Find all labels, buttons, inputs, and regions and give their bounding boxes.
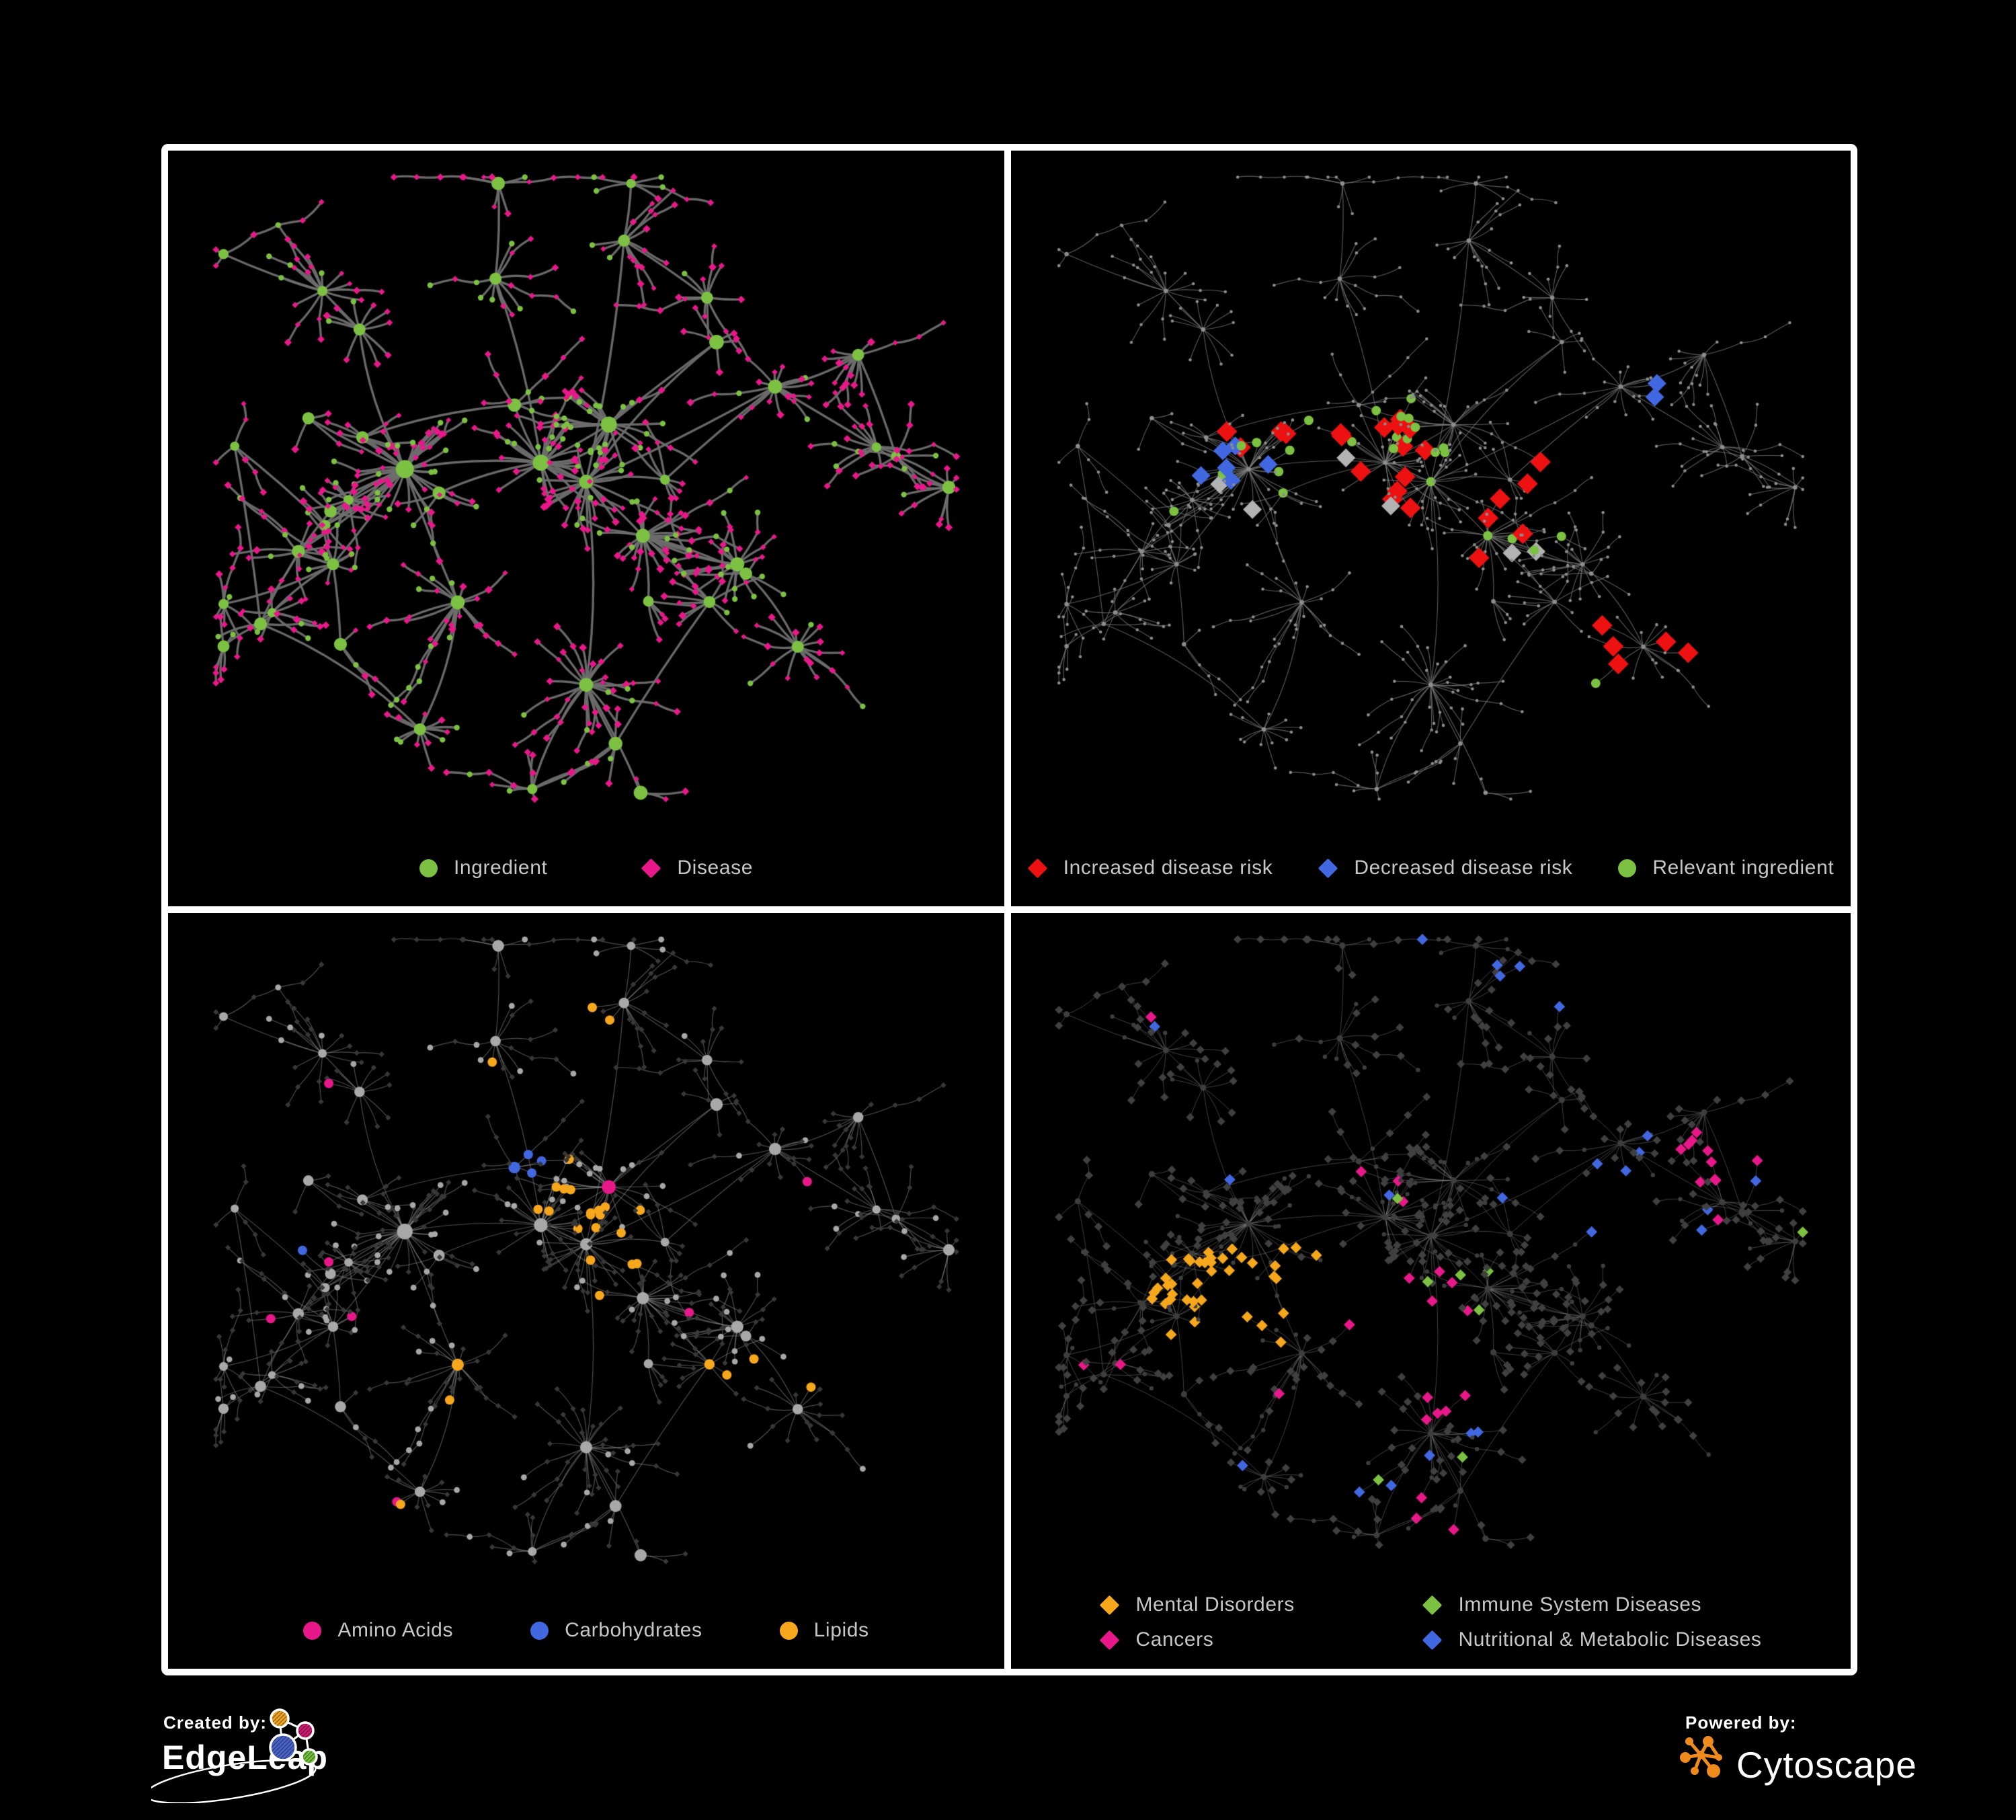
legend-label: Cancers [1135, 1628, 1214, 1651]
legend-item-disease-risk-2: Relevant ingredient [1618, 857, 1834, 879]
diamond-swatch-icon [1100, 1595, 1120, 1615]
diamond-swatch-icon [641, 858, 661, 878]
legend-label: Decreased disease risk [1354, 857, 1573, 879]
diamond-swatch-icon [1422, 1630, 1443, 1650]
legend-item-ingredient-disease-1: Disease [641, 857, 753, 879]
panel-disease-classes: Mental Disorders Immune System Diseases Ca… [1011, 913, 1851, 1669]
edgeleap-logo-icon [151, 1708, 318, 1803]
panel-ingredient-classes: Amino Acids Carbohydrates Lipids [168, 913, 1004, 1669]
legend-item-disease-risk-0: Increased disease risk [1027, 857, 1273, 879]
legend-item-disease-classes-1: Immune System Diseases [1422, 1593, 1761, 1616]
panel-2-legend: Increased disease risk Decreased disease … [1011, 857, 1851, 879]
created-by-label: Created by: [163, 1712, 268, 1733]
network-canvas-disease-classes [1011, 913, 1851, 1669]
legend-item-disease-classes-0: Mental Disorders [1100, 1593, 1382, 1616]
edgeleap-logo-text: EdgeLeap [162, 1739, 328, 1776]
circle-swatch-icon [1618, 859, 1637, 877]
diamond-swatch-icon [1318, 858, 1338, 878]
legend-label: Lipids [813, 1619, 869, 1641]
circle-swatch-icon [303, 1621, 322, 1640]
legend-item-ingredient-classes-2: Lipids [779, 1619, 869, 1642]
cytoscape-logo-text: Cytoscape [1736, 1744, 1917, 1786]
network-grid-frame: Ingredient Disease Increased disease risk… [161, 144, 1857, 1675]
legend-label: Disease [677, 857, 754, 879]
network-canvas-ingredient-disease [168, 151, 1004, 906]
panel-4-legend: Mental Disorders Immune System Diseases Ca… [1011, 1593, 1851, 1651]
diamond-swatch-icon [1100, 1630, 1120, 1650]
diamond-swatch-icon [1422, 1595, 1443, 1615]
legend-label: Carbohydrates [565, 1619, 702, 1641]
legend-item-disease-risk-1: Decreased disease risk [1318, 857, 1572, 879]
panel-3-legend: Amino Acids Carbohydrates Lipids [168, 1619, 1004, 1642]
legend-label: Nutritional & Metabolic Diseases [1458, 1628, 1762, 1651]
legend-item-disease-classes-2: Cancers [1100, 1628, 1382, 1651]
legend-label: Ingredient [453, 857, 548, 879]
circle-swatch-icon [779, 1621, 798, 1640]
circle-swatch-icon [530, 1621, 549, 1640]
panel-disease-risk: Increased disease risk Decreased disease … [1011, 151, 1851, 906]
legend-label: Relevant ingredient [1652, 857, 1834, 879]
network-canvas-ingredient-classes [168, 913, 1004, 1669]
legend-label: Amino Acids [337, 1619, 454, 1641]
legend-item-ingredient-disease-0: Ingredient [419, 857, 547, 879]
panel-1-legend: Ingredient Disease [168, 857, 1004, 879]
legend-label: Immune System Diseases [1458, 1593, 1702, 1616]
diamond-swatch-icon [1027, 858, 1048, 878]
panel-ingredient-disease: Ingredient Disease [168, 151, 1004, 906]
network-canvas-disease-risk [1011, 151, 1851, 906]
powered-by-label: Powered by: [1685, 1712, 1797, 1733]
legend-label: Increased disease risk [1063, 857, 1273, 879]
cytoscape-logo-icon [1680, 1736, 1722, 1778]
legend-item-ingredient-classes-0: Amino Acids [303, 1619, 453, 1642]
legend-item-disease-classes-3: Nutritional & Metabolic Diseases [1422, 1628, 1761, 1651]
legend-label: Mental Disorders [1135, 1593, 1295, 1616]
circle-swatch-icon [419, 859, 438, 877]
legend-item-ingredient-classes-1: Carbohydrates [530, 1619, 702, 1642]
